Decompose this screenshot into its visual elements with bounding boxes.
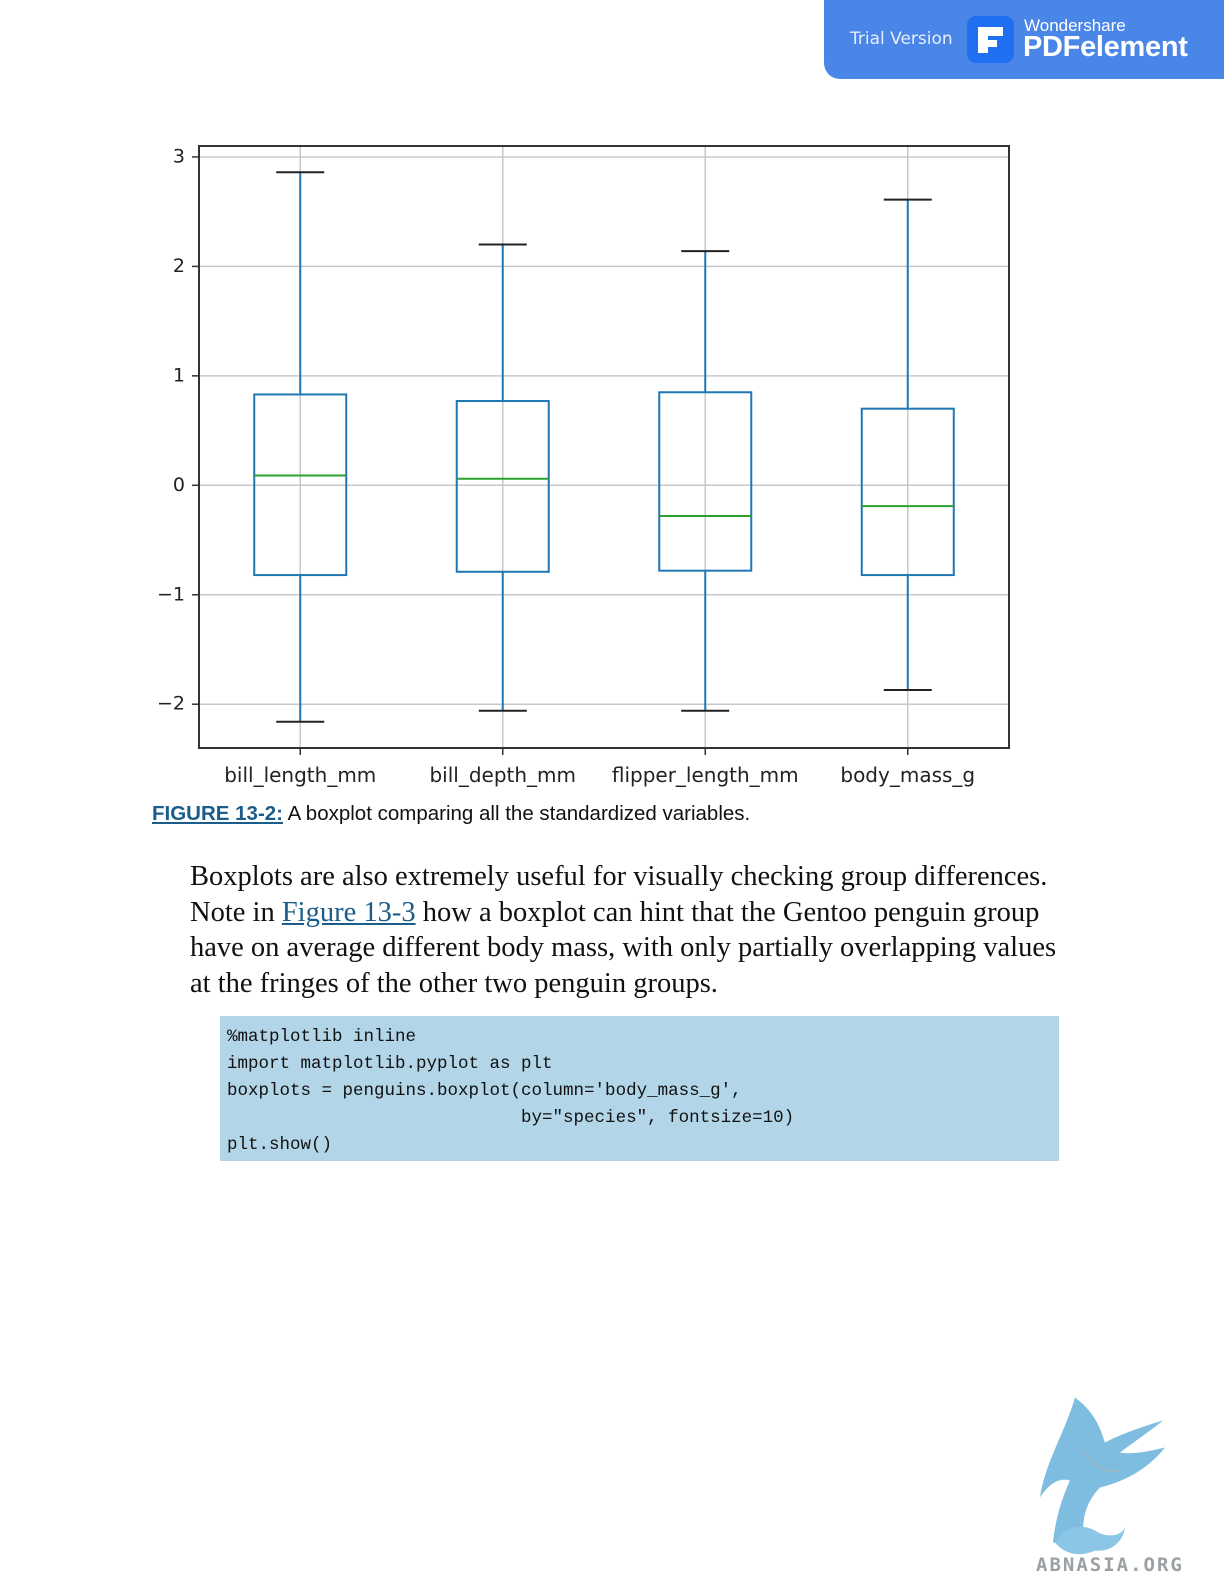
code-block: %matplotlib inline import matplotlib.pyp…: [220, 1016, 1059, 1161]
code-line: import matplotlib.pyplot as plt: [227, 1054, 553, 1074]
paragraph-text-1: Boxplots are also extremely useful for v…: [190, 861, 1048, 928]
figure-label-link[interactable]: FIGURE 13-2:: [152, 802, 283, 825]
code-line: plt.show(): [227, 1135, 333, 1155]
x-tick-label: bill_length_mm: [224, 763, 376, 787]
brand-product: PDFelement: [1023, 31, 1188, 63]
body-paragraph: Boxplots are also extremely useful for v…: [190, 859, 1070, 1002]
iqr-box: [860, 407, 955, 577]
paragraph-text-2: how a boxplot can hint that the Gentoo p…: [190, 896, 1057, 1000]
grid-layer: [199, 146, 1009, 748]
box-bill_length_mm: [253, 171, 348, 723]
x-tick-label: flipper_length_mm: [612, 763, 799, 787]
plot-frame: [198, 145, 1010, 749]
box-layer: [253, 171, 955, 723]
y-tick-label: 1: [173, 364, 185, 386]
y-tick-label: −2: [157, 693, 185, 715]
box-bill_depth_mm: [455, 243, 550, 712]
iqr-box: [253, 393, 348, 577]
trial-version-label: Trial Version: [850, 29, 953, 49]
y-tick-label: −1: [157, 583, 185, 605]
pdfelement-logo-icon: [967, 16, 1014, 63]
x-tick-label: bill_depth_mm: [429, 763, 576, 787]
brand-company: Wondershare: [1024, 16, 1126, 35]
trial-version-badge[interactable]: Trial Version Wondershare PDFelement: [824, 0, 1224, 79]
y-tick-label: 0: [173, 474, 185, 496]
boxplot-chart: 3 2 1 0 −1 −2 bill_length_mm bill_depth_mm flipp…: [157, 145, 1010, 787]
watermark-text: ABNASIA.ORG: [1036, 1554, 1184, 1576]
x-tick-label: body_mass_g: [840, 763, 975, 787]
griffin-logo-icon: [1040, 1397, 1165, 1555]
y-tick-label: 2: [173, 255, 185, 277]
figure-caption: FIGURE 13-2: A boxplot comparing all the…: [152, 802, 750, 826]
y-tick-label: 3: [173, 145, 185, 167]
tick-layer: 3 2 1 0 −1 −2 bill_length_mm bill_depth_mm flipp…: [157, 145, 975, 787]
iqr-box: [455, 400, 550, 573]
box-body_mass_g: [860, 198, 955, 691]
figure-caption-text: A boxplot comparing all the standardized…: [283, 802, 751, 825]
code-line: boxplots = penguins.boxplot(column='body…: [227, 1081, 742, 1101]
code-line: %matplotlib inline: [227, 1027, 417, 1047]
iqr-box: [658, 391, 753, 572]
box-flipper_length_mm: [658, 250, 753, 712]
figure-13-3-link[interactable]: Figure 13-3: [281, 896, 416, 928]
code-line: by="species", fontsize=10): [227, 1108, 795, 1128]
